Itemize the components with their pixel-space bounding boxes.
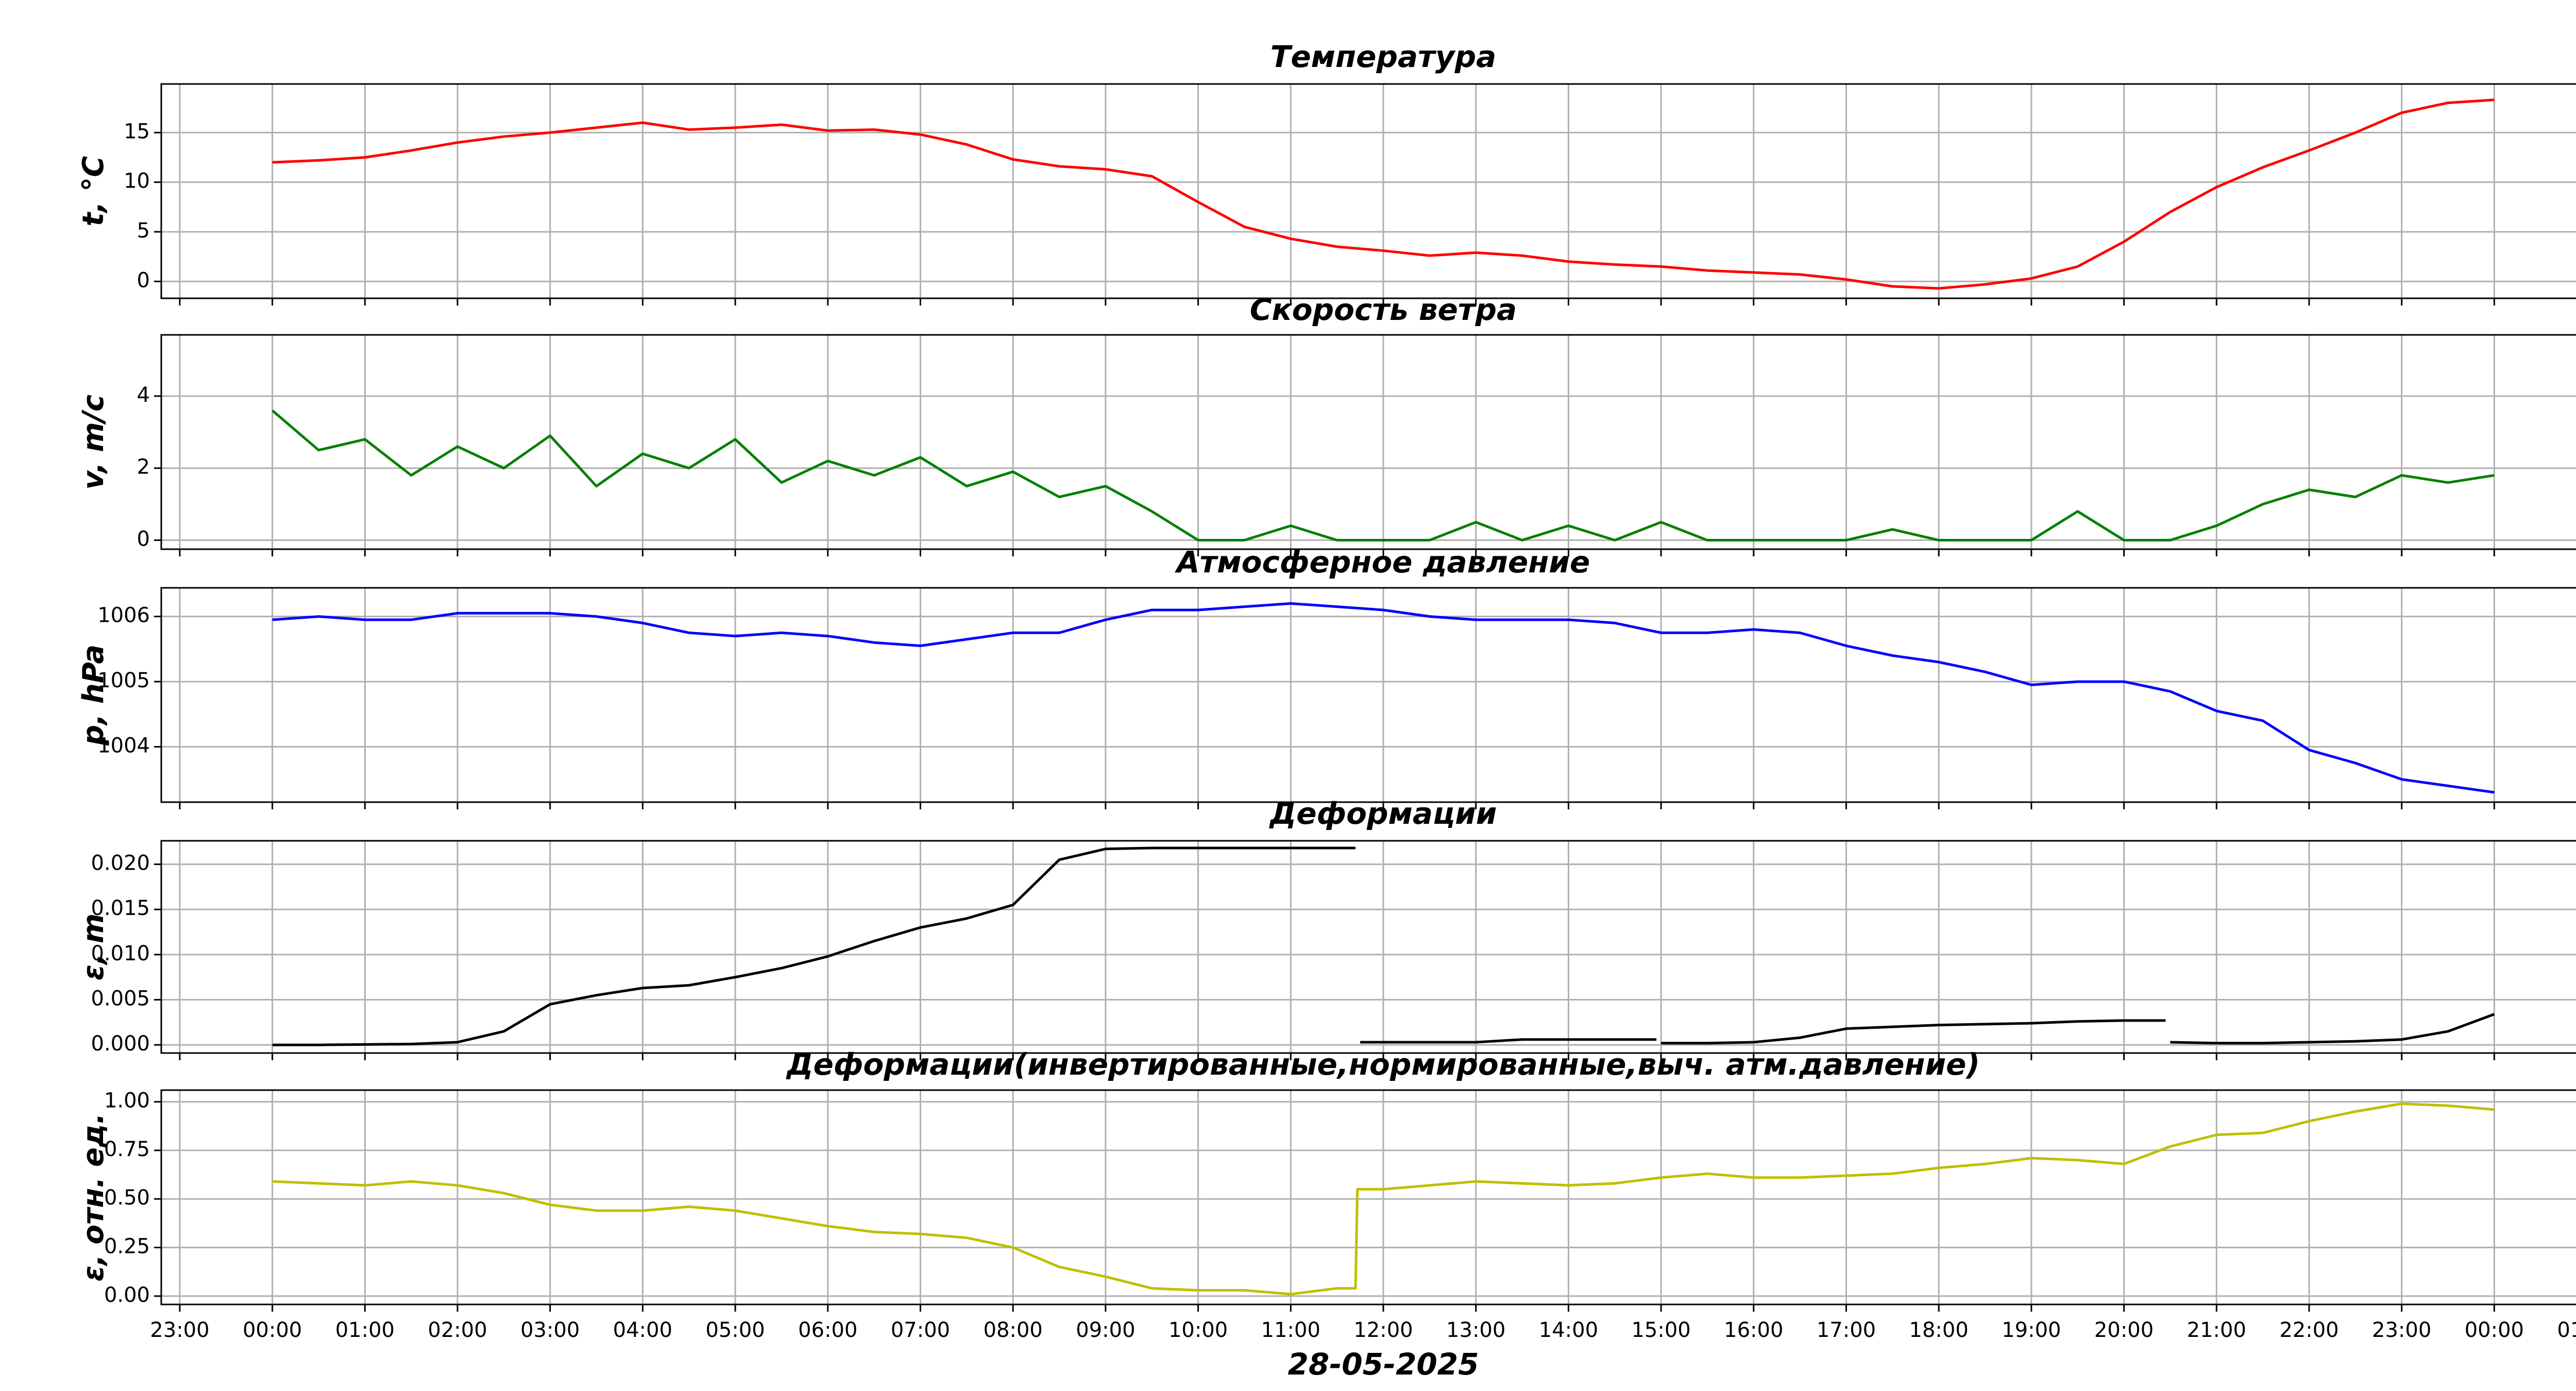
x-tick-label: 00:00 — [2465, 1318, 2524, 1342]
x-tick-label: 23:00 — [2372, 1318, 2431, 1342]
data-line — [272, 602, 2495, 794]
y-axis-label: p, hPa — [77, 644, 110, 746]
panel-title: Деформации(инвертированные,нормированные… — [786, 1047, 1980, 1082]
y-tick-label: 4 — [137, 383, 150, 407]
x-tick-label: 10:00 — [1168, 1318, 1228, 1342]
x-tick-label: 01:00 — [335, 1318, 395, 1342]
y-tick-label: 0.50 — [104, 1186, 150, 1210]
panel-title: Деформации — [1269, 796, 1497, 831]
axes-frame — [160, 83, 2576, 299]
x-tick-label: 17:00 — [1817, 1318, 1876, 1342]
x-tick-label: 11:00 — [1261, 1318, 1320, 1342]
y-tick-label: 0 — [137, 528, 150, 551]
y-tick-label: 1005 — [97, 669, 150, 692]
x-tick-label: 03:00 — [520, 1318, 580, 1342]
panel-title: Температура — [1270, 39, 1496, 74]
y-tick-label: 0.000 — [91, 1032, 150, 1056]
x-tick-label: 07:00 — [891, 1318, 950, 1342]
y-tick-label: 15 — [124, 120, 150, 143]
y-tick-label: 0.010 — [91, 942, 150, 965]
y-axis-label: ε, m — [77, 913, 110, 980]
axes-frame — [160, 840, 2576, 1054]
x-tick-label: 06:00 — [798, 1318, 857, 1342]
y-axis-label: t, °C — [77, 156, 110, 227]
x-tick-label: 01:00 — [2557, 1318, 2576, 1342]
x-tick-label: 08:00 — [984, 1318, 1043, 1342]
x-axis-label: 28-05-2025 — [1288, 1347, 1479, 1382]
y-tick-label: 0.015 — [91, 896, 150, 920]
x-tick-label: 04:00 — [613, 1318, 672, 1342]
x-tick-label: 00:00 — [243, 1318, 302, 1342]
x-tick-label: 05:00 — [705, 1318, 765, 1342]
y-tick-label: 5 — [137, 219, 150, 243]
x-tick-label: 13:00 — [1446, 1318, 1505, 1342]
y-tick-label: 0.020 — [91, 852, 150, 875]
y-tick-label: 0.75 — [104, 1138, 150, 1161]
x-tick-label: 23:00 — [150, 1318, 209, 1342]
x-tick-label: 14:00 — [1539, 1318, 1598, 1342]
y-tick-label: 1004 — [97, 734, 150, 758]
panel-title: Скорость ветра — [1250, 292, 1517, 327]
data-line — [272, 98, 2495, 290]
y-tick-label: 0.00 — [104, 1283, 150, 1307]
x-tick-label: 19:00 — [2002, 1318, 2061, 1342]
y-tick-label: 0.005 — [91, 987, 150, 1011]
axes-frame — [160, 1089, 2576, 1305]
x-tick-label: 16:00 — [1724, 1318, 1783, 1342]
x-tick-label: 18:00 — [1909, 1318, 1969, 1342]
y-axis-label: v, m/c — [77, 395, 110, 490]
y-tick-label: 1006 — [97, 604, 150, 627]
x-tick-label: 21:00 — [2187, 1318, 2246, 1342]
y-tick-label: 1.00 — [104, 1089, 150, 1113]
y-tick-label: 2 — [137, 455, 150, 479]
data-line — [272, 846, 2495, 1046]
y-tick-label: 0 — [137, 268, 150, 292]
y-axis-label: ε, отн. ед. — [77, 1113, 110, 1282]
y-tick-label: 10 — [124, 169, 150, 193]
x-tick-label: 09:00 — [1076, 1318, 1135, 1342]
data-line — [272, 1102, 2495, 1296]
x-tick-label: 15:00 — [1631, 1318, 1690, 1342]
axes-frame — [160, 334, 2576, 550]
data-line — [272, 409, 2495, 542]
x-tick-label: 22:00 — [2279, 1318, 2338, 1342]
x-tick-label: 20:00 — [2094, 1318, 2154, 1342]
x-tick-label: 02:00 — [428, 1318, 487, 1342]
y-tick-label: 0.25 — [104, 1234, 150, 1258]
x-tick-label: 12:00 — [1353, 1318, 1413, 1342]
panel-title: Атмосферное давление — [1175, 545, 1590, 580]
axes-frame — [160, 587, 2576, 803]
